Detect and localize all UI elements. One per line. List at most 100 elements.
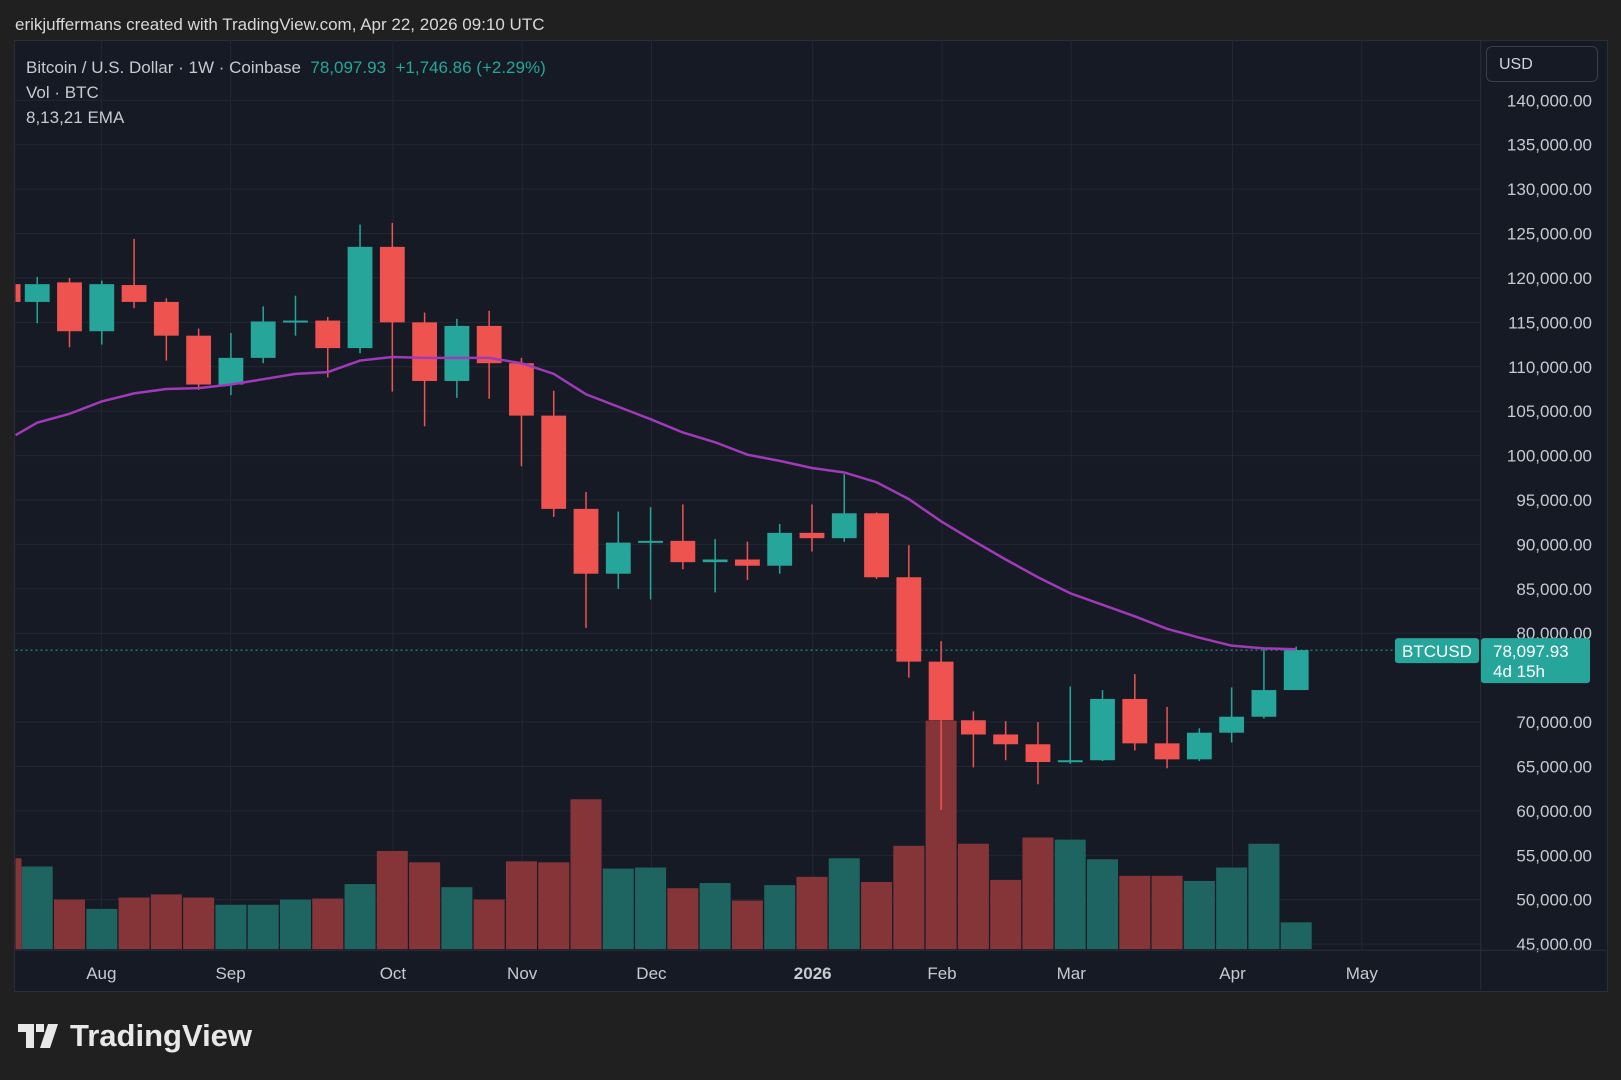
candle-body: [444, 325, 470, 381]
y-tick-label: 110,000.00: [1508, 358, 1592, 377]
last-price-label: 78,097.93: [1493, 642, 1569, 661]
volume-bar: [796, 876, 828, 950]
candle-body: [928, 661, 954, 721]
volume-bar: [1087, 859, 1119, 950]
chart-credit: erikjuffermans created with TradingView.…: [15, 15, 545, 34]
volume-bar: [828, 858, 860, 950]
candle-body: [1283, 650, 1309, 691]
ema-indicator-label[interactable]: 8,13,21 EMA: [26, 108, 125, 127]
x-tick-label: Dec: [636, 964, 667, 983]
volume-bar: [441, 887, 473, 950]
volume-bar: [1022, 837, 1054, 950]
volume-bar: [635, 867, 667, 950]
volume-bar: [409, 862, 441, 950]
y-tick-label: 45,000.00: [1516, 935, 1592, 954]
candle-body: [670, 540, 696, 563]
volume-bar: [893, 845, 925, 950]
volume-bar: [1054, 839, 1086, 950]
x-tick-label: Feb: [927, 964, 956, 983]
y-tick-label: 65,000.00: [1516, 757, 1592, 776]
candle-body: [15, 284, 21, 302]
volume-bar: [86, 908, 118, 950]
candle-body: [1251, 690, 1277, 717]
volume-bar: [764, 885, 796, 950]
y-tick-label: 125,000.00: [1507, 225, 1592, 244]
candle-body: [121, 285, 147, 302]
candle-body: [767, 532, 793, 566]
candle-body: [250, 321, 276, 358]
volume-bar: [957, 843, 989, 950]
volume-bar: [1119, 875, 1151, 950]
volume-bar: [861, 882, 893, 950]
candle-body: [573, 508, 599, 574]
candle-body: [379, 246, 405, 323]
tradingview-logo[interactable]: TradingView: [18, 1018, 252, 1054]
ticker-label: BTCUSD: [1402, 642, 1472, 661]
volume-bar: [21, 866, 53, 950]
candle-body: [896, 577, 922, 662]
candle-body: [24, 284, 50, 302]
volume-bar: [1280, 922, 1312, 950]
candle-body: [541, 415, 567, 509]
candle-body: [283, 320, 308, 323]
candle-body: [153, 301, 179, 336]
y-tick-label: 70,000.00: [1516, 713, 1592, 732]
x-tick-label: Oct: [380, 964, 407, 983]
candle-body: [509, 363, 534, 416]
y-tick-label: 50,000.00: [1516, 891, 1592, 910]
candle-body: [218, 357, 244, 385]
brand-name: TradingView: [70, 1018, 253, 1053]
y-tick-label: 120,000.00: [1507, 269, 1592, 288]
candle-body: [735, 559, 760, 566]
candle-body: [831, 513, 857, 539]
symbol-title[interactable]: Bitcoin / U.S. Dollar · 1W · Coinbase: [26, 58, 301, 77]
volume-bar: [150, 894, 182, 950]
volume-bar: [344, 884, 376, 950]
candle-body: [993, 734, 1019, 745]
volume-bar: [505, 861, 537, 950]
ticker-price-tag: [1395, 638, 1479, 664]
y-tick-label: 95,000.00: [1516, 491, 1592, 510]
volume-bar: [215, 904, 247, 950]
x-tick-label: Aug: [86, 964, 116, 983]
candle-body: [702, 559, 728, 563]
y-tick-label: 135,000.00: [1507, 136, 1592, 155]
volume-bar: [570, 799, 602, 950]
candle-body: [638, 540, 663, 543]
x-tick-label: 2026: [794, 964, 832, 983]
chart-legend: Bitcoin / U.S. Dollar · 1W · Coinbase 78…: [26, 55, 546, 130]
volume-indicator-label[interactable]: Vol · BTC: [26, 83, 99, 102]
candle-body: [347, 246, 373, 349]
last-price: 78,097.93: [310, 58, 387, 77]
volume-bar: [699, 883, 731, 950]
y-tick-label: 90,000.00: [1516, 535, 1592, 554]
volume-bar: [990, 879, 1022, 950]
x-tick-label: Apr: [1219, 964, 1246, 983]
currency-selector[interactable]: USD: [1486, 46, 1598, 82]
volume-bar: [667, 888, 699, 950]
candle-body: [1219, 716, 1245, 733]
candle-body: [1090, 698, 1115, 761]
volume-bar: [538, 862, 570, 950]
price-chart[interactable]: 140,000.00 135,000.00 130,000.00 125,000.00…: [0, 0, 1621, 1000]
volume-bar: [183, 897, 215, 950]
x-tick-label: Sep: [215, 964, 245, 983]
x-tick-label: Mar: [1057, 964, 1087, 983]
ema-line: [14, 355, 1297, 651]
volume-bar: [1216, 867, 1248, 950]
volume-bar: [1248, 843, 1280, 950]
chart-frame[interactable]: [14, 40, 1608, 992]
candle-body: [960, 720, 986, 735]
x-tick-label: Nov: [507, 964, 538, 983]
y-tick-label: 130,000.00: [1507, 180, 1592, 199]
volume-bar: [279, 899, 311, 950]
price-change: +1,746.86 (+2.29%): [395, 58, 546, 77]
candle-body: [799, 532, 825, 539]
bar-countdown-label: 4d 15h: [1493, 662, 1545, 681]
candle-body: [1025, 744, 1051, 763]
candle-body: [1057, 760, 1083, 763]
candle-body: [1154, 743, 1180, 760]
candle-body: [864, 513, 889, 578]
volume-bar: [247, 904, 279, 950]
y-tick-label: 115,000.00: [1508, 313, 1592, 332]
